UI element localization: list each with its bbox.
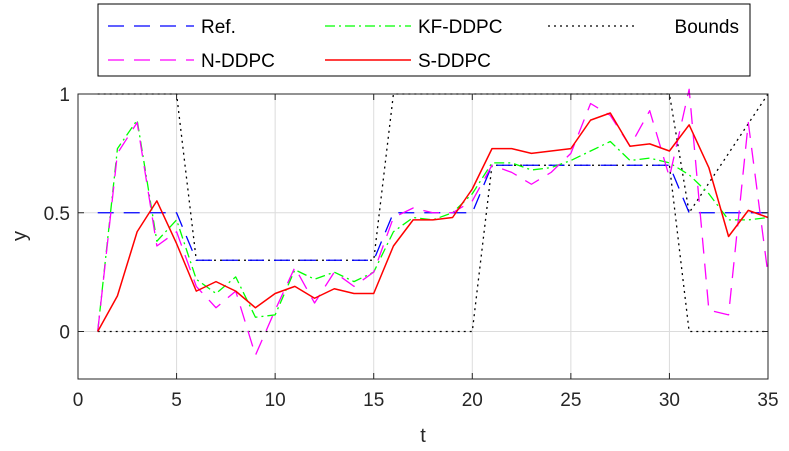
y-tick-label: 0: [59, 323, 70, 344]
series-line-n-ddpc: [97, 88, 769, 356]
ticks: 0 5 10 15 20 25 30 35 0 0.5 1: [44, 85, 779, 411]
x-tick-label: 20: [462, 390, 483, 411]
legend-label-n-ddpc: N-DDPC: [201, 51, 275, 72]
x-tick-label: 35: [757, 390, 778, 411]
y-tick-label: 0.5: [44, 204, 70, 225]
series-line-s-ddpc: [97, 112, 769, 332]
legend-label-kf-ddpc: KF-DDPC: [418, 17, 502, 38]
x-tick-label: 10: [265, 390, 286, 411]
x-tick-label: 5: [171, 390, 182, 411]
x-tick-label: 15: [363, 390, 384, 411]
y-axis-label: y: [9, 231, 31, 241]
y-tick-label: 1: [59, 85, 70, 106]
legend-label-ref: Ref.: [201, 17, 236, 38]
legend: Ref. KF-DDPC Bounds N-DDPC S-DDPC: [97, 3, 751, 77]
plot-frame: [77, 93, 769, 380]
x-tick-label: 30: [659, 390, 680, 411]
x-tick-label: 0: [73, 390, 84, 411]
legend-label-s-ddpc: S-DDPC: [418, 51, 491, 72]
legend-label-bounds: Bounds: [675, 17, 739, 38]
series-line-bounds: [97, 93, 769, 261]
series-layer: [97, 88, 769, 356]
x-axis-label: t: [420, 425, 426, 447]
x-tick-label: 25: [560, 390, 581, 411]
series-line-kf-ddpc: [97, 119, 769, 332]
legend-box: [97, 3, 751, 77]
